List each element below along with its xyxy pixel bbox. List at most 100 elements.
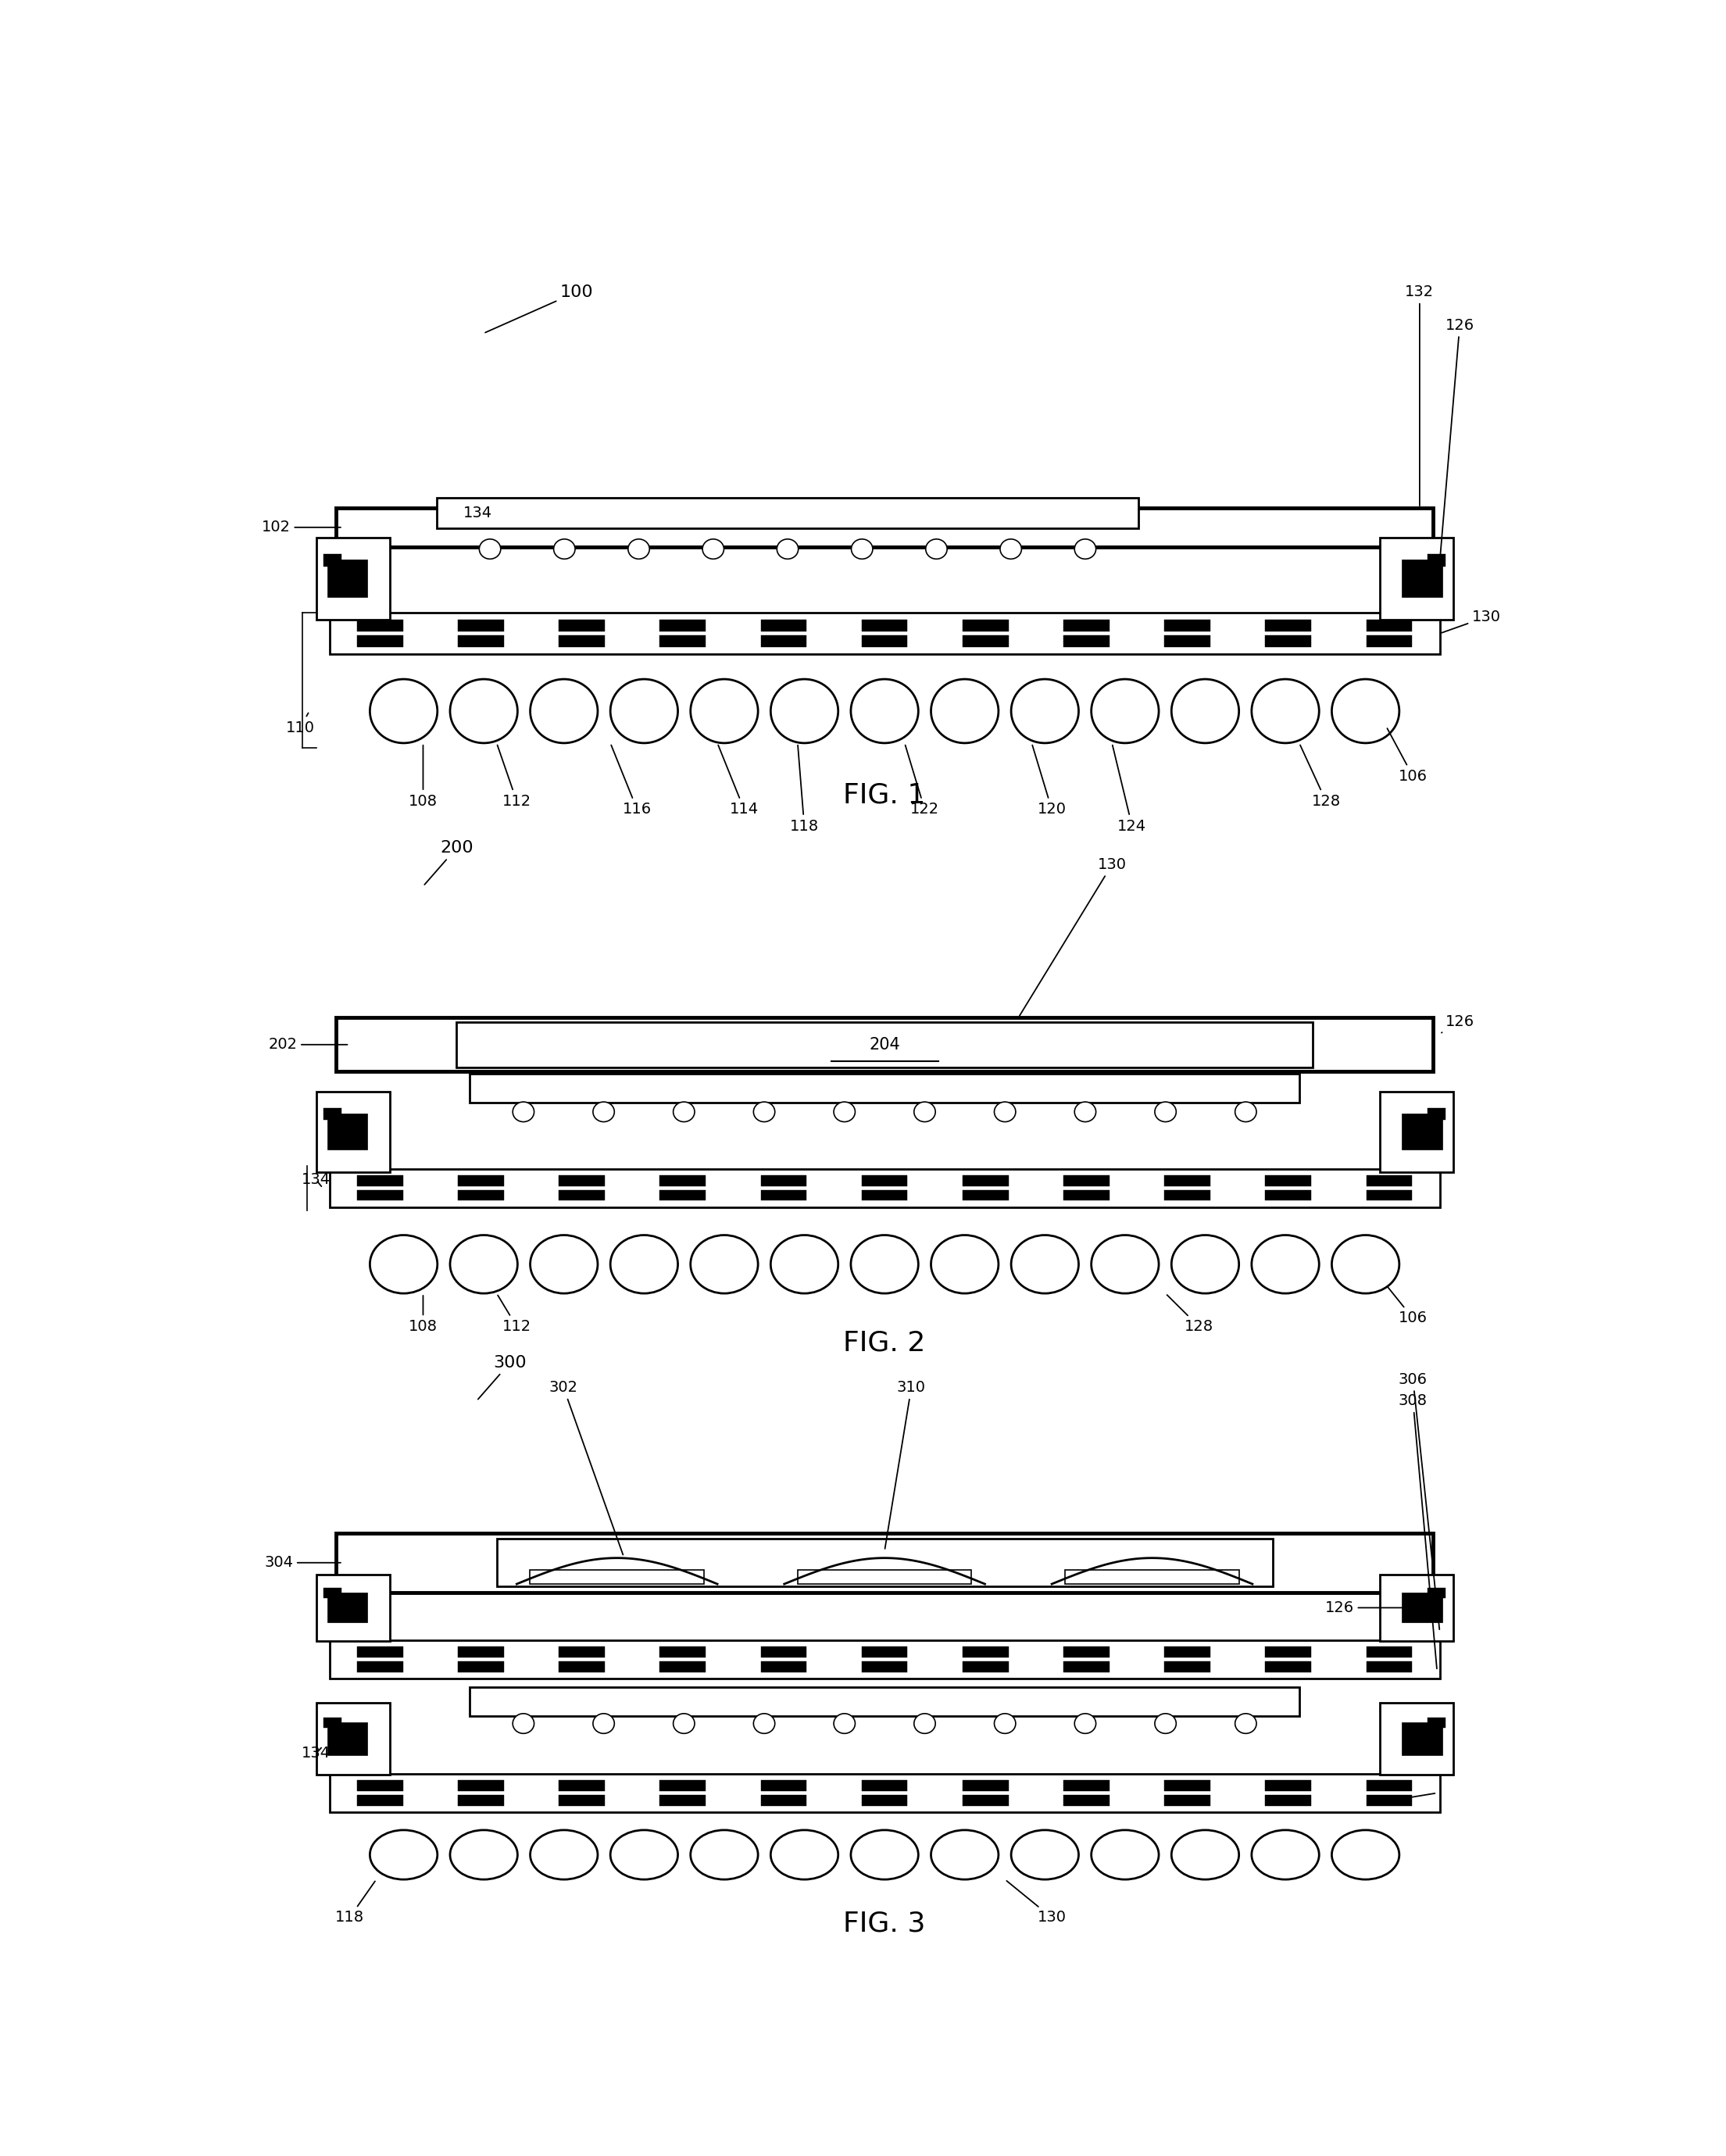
Bar [861, 1796, 908, 1807]
Ellipse shape [530, 679, 597, 744]
Ellipse shape [1091, 1830, 1158, 1880]
Text: 128: 128 [1300, 746, 1341, 808]
Text: 308: 308 [1398, 1393, 1436, 1669]
Text: 106: 106 [1388, 729, 1427, 783]
Text: 126: 126 [1441, 1013, 1474, 1033]
Ellipse shape [673, 1102, 694, 1121]
Ellipse shape [915, 1714, 935, 1733]
Ellipse shape [1091, 679, 1158, 744]
Text: 134: 134 [463, 505, 492, 520]
Bar [457, 1647, 504, 1658]
Ellipse shape [513, 1102, 533, 1121]
Ellipse shape [369, 679, 437, 744]
Bar [761, 1796, 806, 1807]
Bar [316, 1574, 390, 1641]
Ellipse shape [369, 1830, 437, 1880]
Bar [1379, 1091, 1453, 1173]
Bar [559, 1660, 604, 1671]
Bar [559, 1647, 604, 1658]
Text: 100: 100 [485, 285, 594, 332]
Text: 122: 122 [904, 746, 939, 817]
Ellipse shape [851, 1235, 918, 1294]
Bar [1367, 1190, 1412, 1201]
Bar [1265, 1647, 1312, 1658]
Bar [456, 1022, 1313, 1067]
Bar [357, 1175, 402, 1186]
Bar [330, 612, 1439, 653]
Ellipse shape [611, 679, 678, 744]
Bar [1379, 1703, 1453, 1774]
Bar [1265, 1781, 1312, 1792]
Text: 134: 134 [302, 1173, 331, 1188]
Text: FIG. 2: FIG. 2 [844, 1330, 925, 1356]
Text: 114: 114 [718, 746, 759, 817]
Bar [963, 1175, 1008, 1186]
Text: 126: 126 [1326, 1600, 1434, 1615]
Ellipse shape [1332, 1830, 1400, 1880]
Bar [337, 509, 1433, 548]
Ellipse shape [772, 1830, 839, 1880]
Bar [861, 621, 908, 632]
Bar [1165, 1660, 1210, 1671]
Text: 120: 120 [1032, 746, 1067, 817]
Bar [761, 1190, 806, 1201]
Text: 108: 108 [409, 746, 437, 808]
Ellipse shape [594, 1102, 614, 1121]
Bar [559, 621, 604, 632]
Text: 126: 126 [1439, 317, 1474, 561]
Text: 108: 108 [409, 1296, 437, 1335]
Bar [469, 1688, 1300, 1716]
Bar [861, 1190, 908, 1201]
Ellipse shape [554, 539, 575, 558]
Ellipse shape [1011, 1830, 1079, 1880]
Ellipse shape [777, 539, 799, 558]
Ellipse shape [450, 679, 518, 744]
Text: 306: 306 [1398, 1371, 1439, 1630]
Ellipse shape [594, 1714, 614, 1733]
Ellipse shape [834, 1102, 854, 1121]
Bar [457, 1175, 504, 1186]
Text: 300: 300 [478, 1354, 526, 1399]
Bar [1165, 636, 1210, 647]
Ellipse shape [690, 679, 758, 744]
Ellipse shape [628, 539, 649, 558]
Bar [457, 1796, 504, 1807]
Ellipse shape [513, 1714, 533, 1733]
Bar [1165, 1190, 1210, 1201]
Text: 134: 134 [302, 1746, 331, 1761]
Bar [330, 1641, 1439, 1680]
Text: 200: 200 [425, 841, 473, 884]
Bar [457, 1781, 504, 1792]
Bar [1367, 636, 1412, 647]
Bar [457, 1660, 504, 1671]
Bar [328, 1593, 368, 1623]
Ellipse shape [772, 1235, 839, 1294]
Bar [1165, 1781, 1210, 1792]
Ellipse shape [611, 1235, 678, 1294]
Bar [357, 636, 402, 647]
Text: FIG. 3: FIG. 3 [844, 1910, 925, 1936]
Bar [659, 1190, 706, 1201]
Bar [497, 1539, 1272, 1587]
Bar [1165, 1647, 1210, 1658]
Ellipse shape [480, 539, 501, 558]
Bar [1063, 1796, 1110, 1807]
Bar [316, 537, 390, 619]
Bar [330, 1169, 1439, 1207]
Bar [1165, 1796, 1210, 1807]
Bar [659, 1796, 706, 1807]
Bar [559, 1796, 604, 1807]
Bar [1165, 1175, 1210, 1186]
Bar [357, 1190, 402, 1201]
Bar [323, 1718, 342, 1729]
Bar [659, 621, 706, 632]
Bar [659, 1647, 706, 1658]
Ellipse shape [925, 539, 948, 558]
Bar [1427, 554, 1446, 567]
Text: 124: 124 [1113, 746, 1146, 834]
Bar [323, 1587, 342, 1598]
Ellipse shape [1251, 1235, 1319, 1294]
Bar [963, 1796, 1008, 1807]
Bar [1165, 621, 1210, 632]
Bar [861, 1781, 908, 1792]
